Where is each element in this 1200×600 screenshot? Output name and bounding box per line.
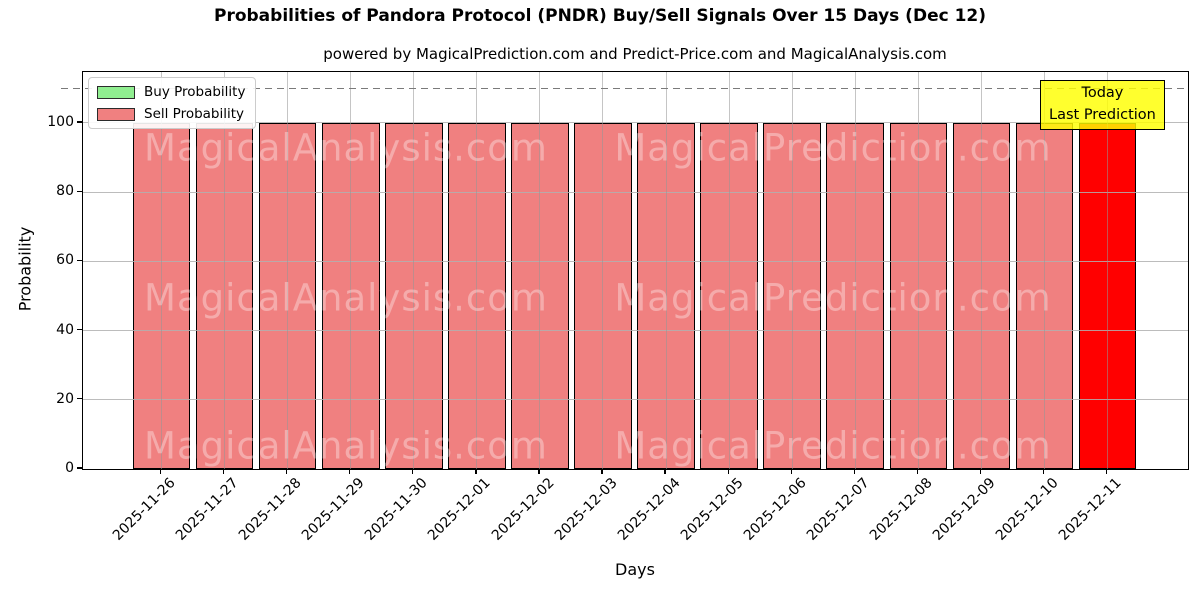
x-gridline [413,72,415,469]
x-tick-mark [1042,469,1045,474]
y-tick-mark [77,259,82,262]
watermark-right: MagicalPrediction.com [614,424,1052,468]
x-gridline [917,72,919,469]
x-gridline [539,72,541,469]
x-tick-mark [601,469,603,474]
y-tick-label: 80 [56,183,74,200]
x-tick-mark [222,469,225,474]
x-tick-label: 2025-12-09 [929,475,999,544]
x-tick-mark [475,469,477,474]
x-tick-label: 2025-12-05 [677,475,747,544]
chart-subtitle: powered by MagicalPrediction.com and Pre… [323,45,947,63]
watermark-left: MagicalAnalysis.com [144,276,548,320]
x-tick-mark [349,469,351,474]
x-tick-mark [916,469,919,474]
y-tick-label: 0 [65,460,74,476]
x-tick-label: 2025-12-07 [803,475,873,544]
watermark-right: MagicalPrediction.com [614,276,1052,320]
watermark-right: MagicalPrediction.com [614,126,1052,170]
x-tick-mark [538,469,540,474]
x-tick-label: 2025-12-01 [425,475,495,544]
x-tick-mark [979,469,982,474]
x-tick-label: 2025-12-10 [992,475,1062,544]
x-tick-mark [1105,469,1108,474]
y-tick-mark [77,467,82,469]
legend-entry: Buy Probability [97,84,245,100]
x-gridline [476,72,478,469]
x-tick-mark [853,469,855,474]
x-tick-label: 2025-12-08 [866,475,936,544]
x-gridline [791,72,793,469]
x-tick-label: 2025-12-02 [488,475,558,544]
x-tick-label: 2025-12-11 [1056,475,1125,544]
x-tick-mark [159,469,162,474]
x-gridline [224,72,226,469]
x-tick-mark [727,469,729,474]
x-tick-label: 2025-11-27 [173,475,242,544]
x-gridline [161,72,162,469]
legend-label: Buy Probability [144,84,246,100]
chart-title: Probabilities of Pandora Protocol (PNDR)… [213,6,987,26]
x-tick-label: 2025-12-06 [740,475,810,544]
x-tick-mark [790,469,792,474]
x-gridline [980,72,982,469]
y-tick-label: 40 [56,321,74,338]
today-annotation: Today Last Prediction [1040,80,1165,130]
y-tick-mark [77,328,82,331]
plot-area: Buy Probability Sell Probability Today La… [61,71,1189,470]
x-gridline [350,72,352,469]
x-tick-label: 2025-11-26 [109,475,179,544]
x-tick-label: 2025-11-30 [362,475,432,544]
legend: Buy Probability Sell Probability [88,77,257,129]
y-gridline [83,399,1188,401]
x-gridline [854,72,856,469]
x-gridline [1043,72,1045,469]
x-gridline [287,72,289,469]
y-gridline [83,330,1188,332]
y-gridline [83,122,1188,124]
x-gridline [665,72,667,469]
dashed-threshold-line [61,87,1188,90]
y-tick-mark [77,398,82,400]
x-gridline [602,72,604,469]
watermark-left: MagicalAnalysis.com [144,126,548,170]
annotation-line2: Last Prediction [1049,106,1156,123]
x-tick-mark [412,469,414,474]
y-tick-label: 20 [56,390,74,407]
watermark-left: MagicalAnalysis.com [144,424,548,468]
x-tick-mark [664,469,666,474]
x-tick-label: 2025-12-03 [551,475,621,544]
legend-entry: Sell Probability [97,106,245,122]
x-gridline [728,72,730,469]
legend-label: Sell Probability [144,106,245,122]
y-gridline [83,191,1188,193]
y-tick-label: 100 [47,113,74,130]
y-tick-mark [77,190,82,192]
annotation-line1: Today [1081,85,1124,101]
x-axis-label: Days [615,560,655,579]
y-tick-mark [77,121,82,123]
legend-swatch-icon [97,107,135,121]
x-gridline [1107,72,1109,469]
x-tick-label: 2025-12-04 [614,475,684,544]
x-tick-label: 2025-11-29 [299,475,369,544]
y-gridline [83,260,1188,262]
y-tick-label: 60 [56,252,74,269]
x-tick-mark [286,469,288,474]
legend-swatch-icon [97,85,135,99]
x-tick-label: 2025-11-28 [236,475,305,544]
